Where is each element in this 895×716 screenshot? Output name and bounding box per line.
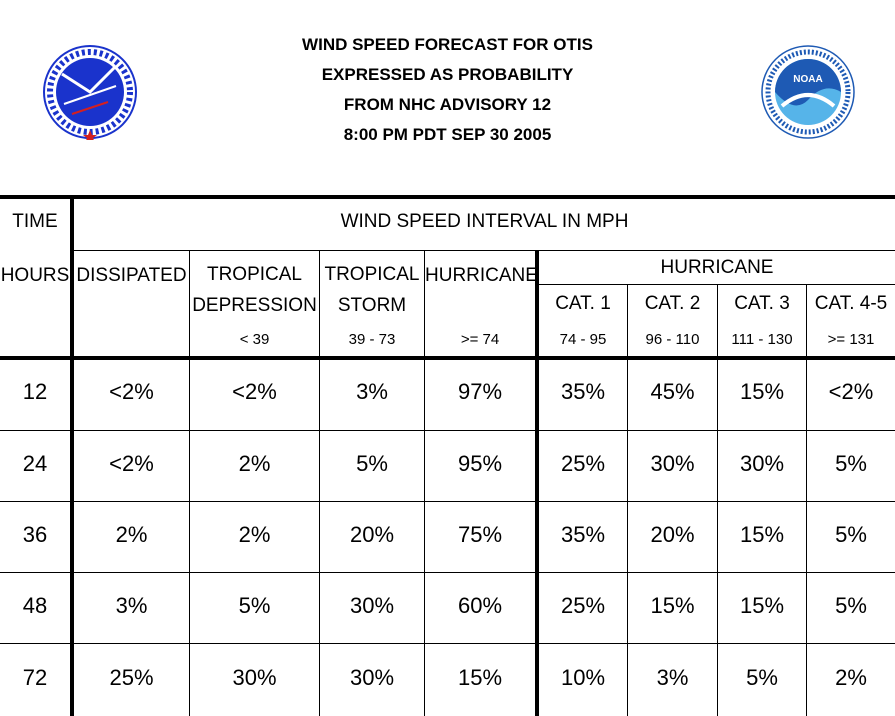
header-cat45: CAT. 4-5 bbox=[814, 293, 888, 314]
table-row: 12 <2% <2% 3% 97% 35% 45% 15% <2% bbox=[0, 379, 895, 409]
col-rule bbox=[627, 285, 628, 716]
cell-hu: 97% bbox=[457, 379, 503, 404]
title-line-3: FROM NHC ADVISORY 12 bbox=[343, 95, 552, 114]
header-cat1: CAT. 1 bbox=[555, 293, 611, 314]
header-divider-rule bbox=[72, 250, 895, 251]
title-line-2: EXPRESSED AS PROBABILITY bbox=[321, 65, 574, 84]
header-hurricane-group: HURRICANE bbox=[660, 257, 774, 278]
header-hu: HURRICANE bbox=[425, 265, 538, 286]
header-hu-range: >= 74 bbox=[460, 331, 500, 348]
header-bottom-rule bbox=[0, 356, 895, 360]
header-interval: WIND SPEED INTERVAL IN MPH bbox=[340, 211, 629, 232]
document-title: WIND SPEED FORECAST FOR OTIS EXPRESSED A… bbox=[0, 30, 895, 150]
header-time: TIME bbox=[12, 211, 58, 232]
header-cat1-range: 74 - 95 bbox=[559, 331, 607, 348]
cell-dissipated: 2% bbox=[115, 522, 148, 547]
cell-cat2: 45% bbox=[650, 379, 695, 404]
svg-text:NOAA: NOAA bbox=[793, 74, 822, 85]
row-rule bbox=[0, 501, 895, 502]
cell-cat3: 15% bbox=[739, 593, 785, 618]
cell-td: 2% bbox=[238, 522, 271, 547]
cell-cat3: 30% bbox=[739, 451, 785, 476]
header-td-range: < 39 bbox=[239, 331, 270, 348]
cell-hu: 75% bbox=[457, 522, 503, 547]
cell-cat1: 10% bbox=[560, 665, 606, 690]
table-row: 36 2% 2% 20% 75% 35% 20% 15% 5% bbox=[0, 522, 895, 552]
cell-cat45: 5% bbox=[835, 593, 867, 618]
header-ts-line2: STORM bbox=[337, 295, 407, 316]
cell-td: <2% bbox=[232, 379, 277, 404]
cell-td: 5% bbox=[238, 593, 271, 618]
row-rule bbox=[0, 572, 895, 573]
cell-ts: 5% bbox=[356, 451, 388, 476]
cell-hours: 24 bbox=[22, 451, 48, 476]
table-row: 48 3% 5% 30% 60% 25% 15% 15% 5% bbox=[0, 593, 895, 623]
cell-ts: 30% bbox=[349, 665, 395, 690]
cell-cat1: 35% bbox=[560, 522, 606, 547]
cell-dissipated: 3% bbox=[115, 593, 148, 618]
cell-dissipated: <2% bbox=[109, 379, 154, 404]
col-rule bbox=[189, 251, 190, 716]
row-rule bbox=[0, 430, 895, 431]
header-cat2: CAT. 2 bbox=[644, 293, 701, 314]
col-rule bbox=[424, 251, 425, 716]
cell-td: 2% bbox=[238, 451, 271, 476]
col-rule-time bbox=[70, 195, 74, 716]
title-line-1: WIND SPEED FORECAST FOR OTIS bbox=[302, 35, 593, 54]
cell-td: 30% bbox=[232, 665, 277, 690]
cell-cat3: 15% bbox=[739, 379, 785, 404]
header-td-line1: TROPICAL bbox=[206, 264, 303, 285]
col-rule bbox=[319, 251, 320, 716]
cell-hours: 12 bbox=[22, 379, 48, 404]
cell-cat2: 20% bbox=[650, 522, 695, 547]
cell-cat45: 5% bbox=[835, 522, 867, 547]
col-rule bbox=[717, 285, 718, 716]
cell-hours: 36 bbox=[22, 522, 48, 547]
cell-cat45: 2% bbox=[835, 665, 867, 690]
title-line-4: 8:00 PM PDT SEP 30 2005 bbox=[343, 125, 552, 144]
cell-dissipated: 25% bbox=[109, 665, 154, 690]
cell-cat45: 5% bbox=[835, 451, 867, 476]
cell-ts: 20% bbox=[349, 522, 395, 547]
header-cat2-range: 96 - 110 bbox=[645, 331, 700, 348]
header-hours: HOURS bbox=[0, 265, 70, 286]
cell-cat2: 3% bbox=[656, 665, 689, 690]
cell-cat2: 30% bbox=[650, 451, 695, 476]
table-top-rule bbox=[0, 195, 895, 199]
table-row: 24 <2% 2% 5% 95% 25% 30% 30% 5% bbox=[0, 451, 895, 481]
cell-ts: 30% bbox=[349, 593, 395, 618]
cell-cat1: 25% bbox=[560, 593, 606, 618]
cell-hu: 60% bbox=[457, 593, 503, 618]
cell-cat3: 5% bbox=[746, 665, 778, 690]
header-cat3-range: 111 - 130 bbox=[731, 331, 793, 348]
header-ts-line1: TROPICAL bbox=[324, 264, 420, 285]
cell-cat1: 25% bbox=[560, 451, 606, 476]
cell-cat1: 35% bbox=[560, 379, 606, 404]
cell-hours: 72 bbox=[22, 665, 48, 690]
cell-dissipated: <2% bbox=[109, 451, 154, 476]
cell-hu: 15% bbox=[457, 665, 503, 690]
table-row: 72 25% 30% 30% 15% 10% 3% 5% 2% bbox=[0, 665, 895, 695]
col-rule-hurricane bbox=[535, 251, 539, 716]
header-td-line2: DEPRESSION bbox=[192, 295, 317, 316]
nws-seal-icon bbox=[42, 44, 138, 143]
cell-hu: 95% bbox=[457, 451, 503, 476]
header-ts-range: 39 - 73 bbox=[348, 331, 396, 348]
cell-cat3: 15% bbox=[739, 522, 785, 547]
row-rule bbox=[0, 643, 895, 644]
noaa-seal-icon: NOAA bbox=[760, 44, 856, 140]
cell-cat45: <2% bbox=[828, 379, 874, 404]
header-dissipated: DISSIPATED bbox=[76, 265, 187, 286]
col-rule bbox=[806, 285, 807, 716]
header-cat45-range: >= 131 bbox=[827, 331, 875, 348]
cell-hours: 48 bbox=[22, 593, 48, 618]
cell-ts: 3% bbox=[356, 379, 388, 404]
hurricane-group-rule bbox=[537, 284, 895, 285]
cell-cat2: 15% bbox=[650, 593, 695, 618]
header-cat3: CAT. 3 bbox=[734, 293, 790, 314]
